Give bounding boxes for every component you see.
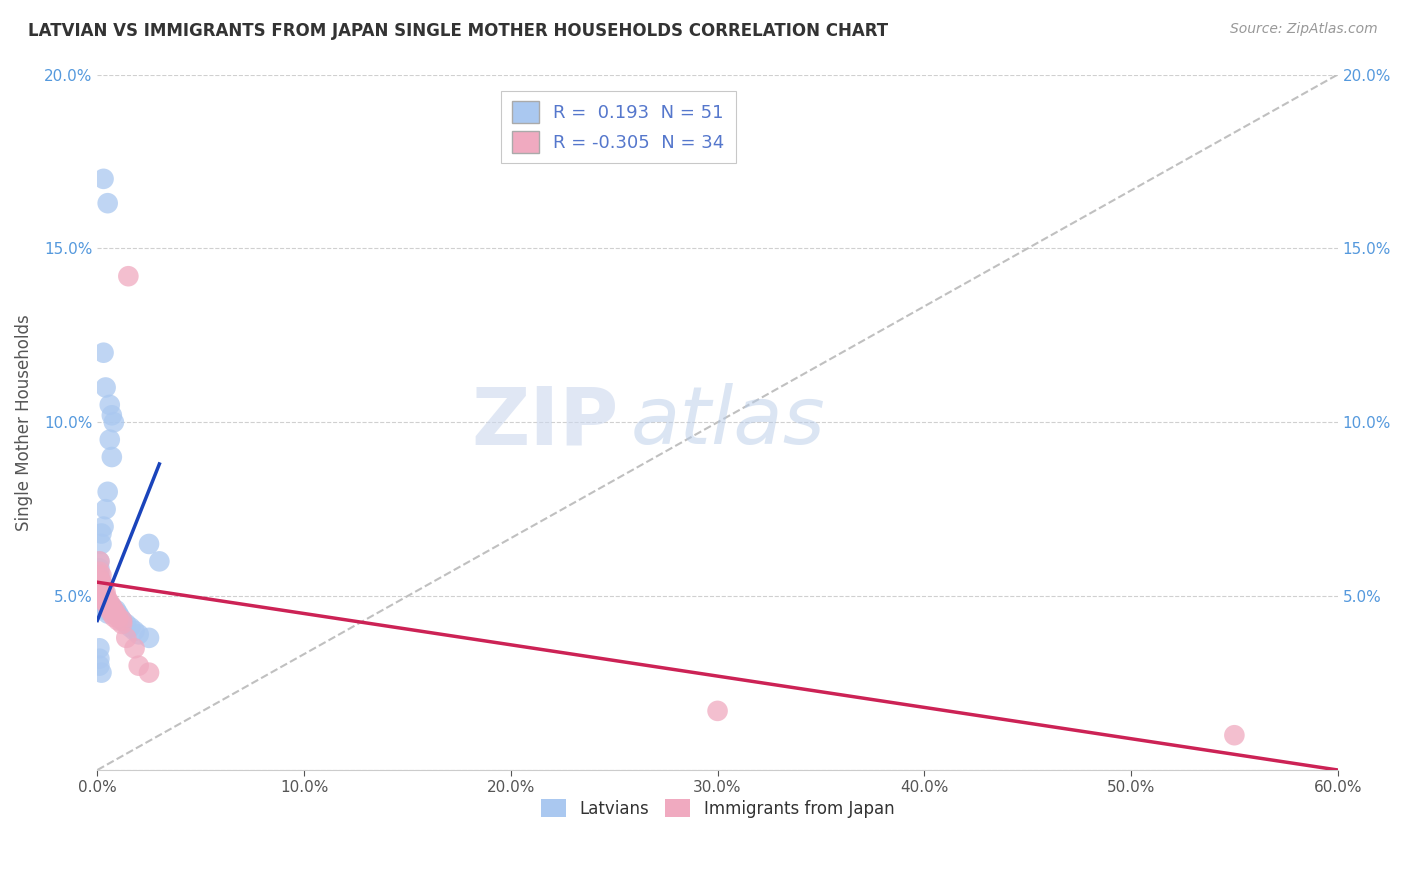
Point — [93, 589, 115, 603]
Point — [124, 641, 146, 656]
Point — [94, 380, 117, 394]
Point — [90, 589, 112, 603]
Point — [93, 589, 115, 603]
Point — [104, 603, 127, 617]
Point — [94, 589, 117, 603]
Point — [103, 415, 125, 429]
Point — [89, 572, 111, 586]
Point — [89, 554, 111, 568]
Point — [90, 526, 112, 541]
Point — [89, 565, 111, 579]
Point — [93, 345, 115, 359]
Point — [115, 616, 138, 631]
Legend: Latvians, Immigrants from Japan: Latvians, Immigrants from Japan — [534, 793, 901, 824]
Point — [104, 607, 127, 621]
Point — [94, 502, 117, 516]
Point — [89, 641, 111, 656]
Point — [103, 603, 125, 617]
Point — [97, 592, 120, 607]
Point — [89, 554, 111, 568]
Point — [90, 665, 112, 680]
Point — [89, 568, 111, 582]
Point — [90, 582, 112, 597]
Point — [97, 196, 120, 211]
Point — [89, 651, 111, 665]
Point — [90, 585, 112, 599]
Point — [89, 579, 111, 593]
Point — [117, 269, 139, 284]
Text: ZIP: ZIP — [471, 384, 619, 461]
Point — [101, 599, 124, 614]
Point — [97, 607, 120, 621]
Point — [115, 631, 138, 645]
Point — [98, 596, 121, 610]
Point — [90, 568, 112, 582]
Point — [148, 554, 170, 568]
Point — [94, 585, 117, 599]
Point — [101, 599, 124, 614]
Point — [97, 596, 120, 610]
Text: Source: ZipAtlas.com: Source: ZipAtlas.com — [1230, 22, 1378, 37]
Point — [98, 433, 121, 447]
Point — [98, 599, 121, 614]
Point — [128, 627, 150, 641]
Point — [93, 592, 115, 607]
Point — [97, 484, 120, 499]
Point — [107, 614, 129, 628]
Point — [93, 519, 115, 533]
Point — [97, 599, 120, 614]
Point — [93, 171, 115, 186]
Point — [111, 616, 134, 631]
Point — [101, 450, 124, 464]
Point — [90, 575, 112, 590]
Point — [90, 575, 112, 590]
Point — [103, 603, 125, 617]
Point — [89, 579, 111, 593]
Point — [103, 610, 125, 624]
Point — [93, 592, 115, 607]
Point — [94, 599, 117, 614]
Point — [89, 582, 111, 597]
Point — [107, 610, 129, 624]
Y-axis label: Single Mother Households: Single Mother Households — [15, 314, 32, 531]
Point — [138, 537, 160, 551]
Text: LATVIAN VS IMMIGRANTS FROM JAPAN SINGLE MOTHER HOUSEHOLDS CORRELATION CHART: LATVIAN VS IMMIGRANTS FROM JAPAN SINGLE … — [28, 22, 889, 40]
Point — [89, 561, 111, 575]
Point — [93, 582, 115, 597]
Point — [94, 596, 117, 610]
Point — [107, 607, 129, 621]
Point — [93, 579, 115, 593]
Point — [90, 582, 112, 597]
Point — [124, 624, 146, 638]
Point — [94, 592, 117, 607]
Point — [138, 631, 160, 645]
Point — [101, 607, 124, 621]
Point — [98, 398, 121, 412]
Point — [138, 665, 160, 680]
Point — [128, 658, 150, 673]
Point — [93, 596, 115, 610]
Point — [89, 572, 111, 586]
Point — [101, 409, 124, 423]
Point — [94, 603, 117, 617]
Point — [90, 537, 112, 551]
Point — [89, 658, 111, 673]
Point — [98, 603, 121, 617]
Point — [1223, 728, 1246, 742]
Point — [111, 614, 134, 628]
Point — [120, 620, 142, 634]
Point — [706, 704, 728, 718]
Point — [111, 614, 134, 628]
Point — [108, 610, 131, 624]
Point — [90, 589, 112, 603]
Text: atlas: atlas — [631, 384, 825, 461]
